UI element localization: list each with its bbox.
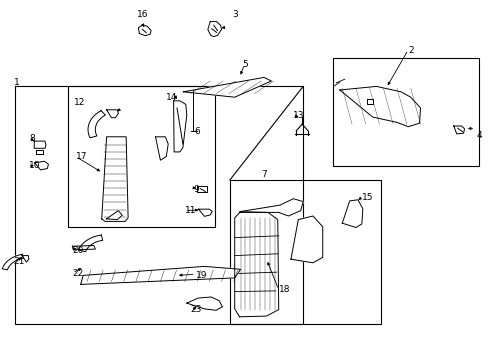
Polygon shape xyxy=(339,86,420,127)
Text: 11: 11 xyxy=(184,206,196,215)
Polygon shape xyxy=(234,212,278,317)
Text: 8: 8 xyxy=(29,134,35,143)
Bar xyxy=(229,180,381,324)
Text: 20: 20 xyxy=(72,246,83,255)
Text: 13: 13 xyxy=(293,111,305,120)
Polygon shape xyxy=(22,256,29,262)
Polygon shape xyxy=(453,126,464,134)
Bar xyxy=(15,86,303,324)
Polygon shape xyxy=(2,254,23,270)
Text: 16: 16 xyxy=(137,10,148,19)
Text: 2: 2 xyxy=(407,46,413,55)
Bar xyxy=(68,86,215,227)
Polygon shape xyxy=(88,111,105,138)
Text: 7: 7 xyxy=(261,170,267,179)
Polygon shape xyxy=(196,186,207,192)
Polygon shape xyxy=(183,77,271,97)
Text: 1: 1 xyxy=(14,78,20,87)
Polygon shape xyxy=(198,209,212,216)
Polygon shape xyxy=(342,200,362,228)
Text: 21: 21 xyxy=(14,256,25,265)
Polygon shape xyxy=(102,137,128,221)
Text: 10: 10 xyxy=(29,161,41,170)
Polygon shape xyxy=(138,25,151,36)
Text: 6: 6 xyxy=(194,127,200,136)
Polygon shape xyxy=(155,137,168,160)
Polygon shape xyxy=(106,110,118,118)
Polygon shape xyxy=(81,266,240,284)
Text: 4: 4 xyxy=(476,130,482,139)
Text: 3: 3 xyxy=(232,10,238,19)
Text: 5: 5 xyxy=(242,60,247,69)
Polygon shape xyxy=(72,246,95,250)
Polygon shape xyxy=(207,22,221,37)
Text: 22: 22 xyxy=(72,269,83,278)
Text: 14: 14 xyxy=(166,94,177,102)
Polygon shape xyxy=(173,101,186,152)
Polygon shape xyxy=(34,141,46,148)
Text: 15: 15 xyxy=(361,194,373,202)
Polygon shape xyxy=(36,150,42,154)
Bar xyxy=(332,58,478,166)
Polygon shape xyxy=(106,211,122,220)
Polygon shape xyxy=(239,199,303,216)
Text: 12: 12 xyxy=(74,98,85,107)
Text: 17: 17 xyxy=(76,152,87,161)
Polygon shape xyxy=(186,297,222,310)
Text: 23: 23 xyxy=(190,305,202,314)
Text: 9: 9 xyxy=(193,184,199,194)
Polygon shape xyxy=(35,161,48,170)
Polygon shape xyxy=(79,235,102,252)
Text: 18: 18 xyxy=(278,285,290,294)
Polygon shape xyxy=(290,216,322,263)
Text: 19: 19 xyxy=(195,271,207,280)
Polygon shape xyxy=(366,99,372,104)
